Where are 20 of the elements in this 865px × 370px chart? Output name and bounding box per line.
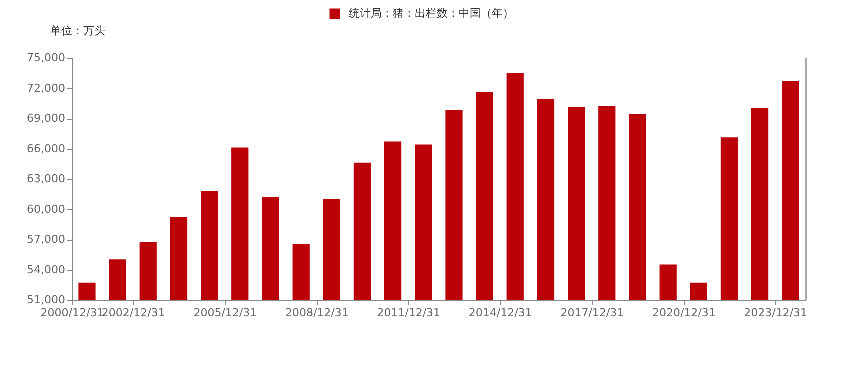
x-tick-label: 2008/12/31 [285,306,349,320]
y-tick-label: 66,000 [27,142,66,156]
x-tick-label: 2002/12/31 [102,306,166,320]
y-tick-label: 63,000 [27,172,66,186]
y-tick-label: 60,000 [27,202,66,216]
y-axis-title: 单位：万头 [50,24,106,38]
x-tick-label: 2000/12/31 [40,306,104,320]
y-tick-label: 57,000 [27,233,66,246]
x-tick-label: 2020/12/31 [652,306,716,320]
y-tick-label: 54,000 [27,263,66,276]
y-tick-label: 75,000 [27,52,66,64]
y-tick-label: 72,000 [27,82,66,95]
legend-label: 统计局：猪：出栏数：中国（年） [349,7,514,20]
x-tick-label: 2014/12/31 [468,306,532,320]
x-tick-label: 2017/12/31 [560,306,624,320]
x-tick-label: 2011/12/31 [377,306,441,320]
y-tick-label: 69,000 [27,112,66,125]
x-tick-label: 2023/12/31 [744,306,808,320]
x-tick-label: 2005/12/31 [194,306,258,320]
y-tick-label: 51,000 [27,294,66,306]
